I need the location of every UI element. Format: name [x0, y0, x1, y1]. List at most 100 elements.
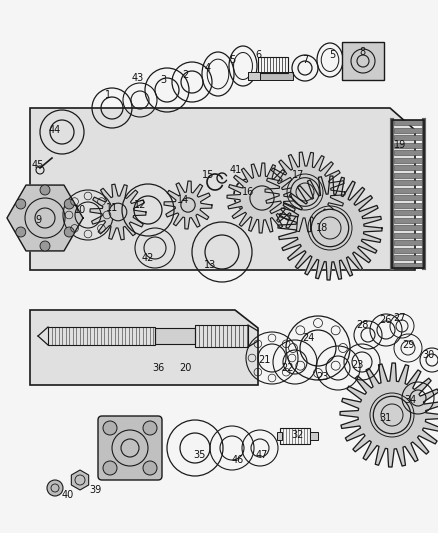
- Text: 40: 40: [62, 490, 74, 500]
- Text: 42: 42: [142, 253, 154, 263]
- Polygon shape: [164, 181, 212, 229]
- Bar: [394, 247, 422, 253]
- Bar: [155, 328, 195, 344]
- Text: 44: 44: [49, 125, 61, 135]
- Circle shape: [47, 480, 63, 496]
- Polygon shape: [265, 152, 345, 232]
- Text: 13: 13: [204, 260, 216, 270]
- Bar: [195, 325, 248, 347]
- Text: 6: 6: [255, 50, 261, 60]
- Bar: [394, 135, 422, 140]
- Text: 27: 27: [394, 313, 406, 323]
- Circle shape: [250, 186, 274, 210]
- Circle shape: [143, 421, 157, 435]
- Polygon shape: [90, 184, 146, 240]
- Text: 43: 43: [132, 73, 144, 83]
- Bar: [394, 157, 422, 163]
- Bar: [310, 432, 318, 440]
- Bar: [394, 240, 422, 245]
- Bar: [394, 120, 422, 125]
- Text: 34: 34: [404, 395, 416, 405]
- Text: 22: 22: [281, 363, 293, 373]
- Bar: [394, 217, 422, 222]
- Text: 1: 1: [105, 90, 111, 100]
- Text: 16: 16: [242, 187, 254, 197]
- Polygon shape: [71, 470, 88, 490]
- Bar: [342, 42, 384, 80]
- Text: 21: 21: [258, 355, 270, 365]
- Text: 28: 28: [356, 320, 368, 330]
- Bar: [394, 165, 422, 170]
- Text: 47: 47: [256, 450, 268, 460]
- Text: 17: 17: [292, 170, 304, 180]
- Bar: [394, 262, 422, 268]
- Text: 24: 24: [302, 333, 314, 343]
- Circle shape: [40, 241, 50, 251]
- Bar: [392, 120, 424, 268]
- Circle shape: [64, 199, 74, 209]
- Text: 3: 3: [160, 75, 166, 85]
- Bar: [48, 327, 155, 345]
- Bar: [394, 180, 422, 185]
- Circle shape: [103, 421, 117, 435]
- Bar: [394, 150, 422, 155]
- Bar: [394, 127, 422, 133]
- Polygon shape: [227, 163, 297, 233]
- Circle shape: [40, 185, 50, 195]
- Circle shape: [64, 227, 74, 237]
- Text: 14: 14: [177, 195, 189, 205]
- Circle shape: [16, 199, 26, 209]
- Circle shape: [373, 397, 411, 434]
- Text: 23: 23: [351, 360, 363, 370]
- Circle shape: [103, 461, 117, 475]
- Text: 8: 8: [359, 47, 365, 57]
- Text: 39: 39: [89, 485, 101, 495]
- Text: 5: 5: [329, 50, 335, 60]
- Bar: [394, 195, 422, 200]
- Bar: [394, 173, 422, 177]
- Circle shape: [311, 209, 349, 247]
- Bar: [394, 232, 422, 238]
- Text: 31: 31: [379, 413, 391, 423]
- Polygon shape: [7, 185, 83, 251]
- Text: 20: 20: [179, 363, 191, 373]
- Text: 26: 26: [379, 315, 391, 325]
- Bar: [394, 203, 422, 207]
- Bar: [394, 210, 422, 215]
- Bar: [248, 72, 293, 80]
- Bar: [394, 188, 422, 192]
- Text: 9: 9: [35, 215, 41, 225]
- Circle shape: [291, 177, 319, 206]
- Bar: [248, 72, 260, 80]
- Text: 18: 18: [316, 223, 328, 233]
- Text: 7: 7: [302, 55, 308, 65]
- Text: 45: 45: [32, 160, 44, 170]
- Text: 4: 4: [205, 63, 211, 73]
- Bar: [394, 225, 422, 230]
- Text: 41: 41: [230, 165, 242, 175]
- Bar: [280, 428, 310, 444]
- Polygon shape: [340, 363, 438, 467]
- Bar: [394, 142, 422, 148]
- Bar: [394, 255, 422, 260]
- Bar: [277, 432, 282, 440]
- Text: 30: 30: [422, 350, 434, 360]
- Polygon shape: [30, 310, 258, 385]
- Text: 15: 15: [202, 170, 214, 180]
- Text: 11: 11: [106, 203, 118, 213]
- Circle shape: [143, 461, 157, 475]
- Text: 12: 12: [134, 200, 146, 210]
- Text: 10: 10: [74, 205, 86, 215]
- Text: 32: 32: [292, 430, 304, 440]
- Text: 46: 46: [232, 455, 244, 465]
- Text: 29: 29: [402, 340, 414, 350]
- Circle shape: [109, 203, 127, 221]
- Polygon shape: [278, 176, 382, 280]
- Text: 23: 23: [316, 372, 328, 382]
- Circle shape: [16, 227, 26, 237]
- Text: 19: 19: [394, 140, 406, 150]
- Text: 2: 2: [182, 70, 188, 80]
- Bar: [258, 57, 288, 73]
- Text: 36: 36: [152, 363, 164, 373]
- Circle shape: [181, 198, 195, 212]
